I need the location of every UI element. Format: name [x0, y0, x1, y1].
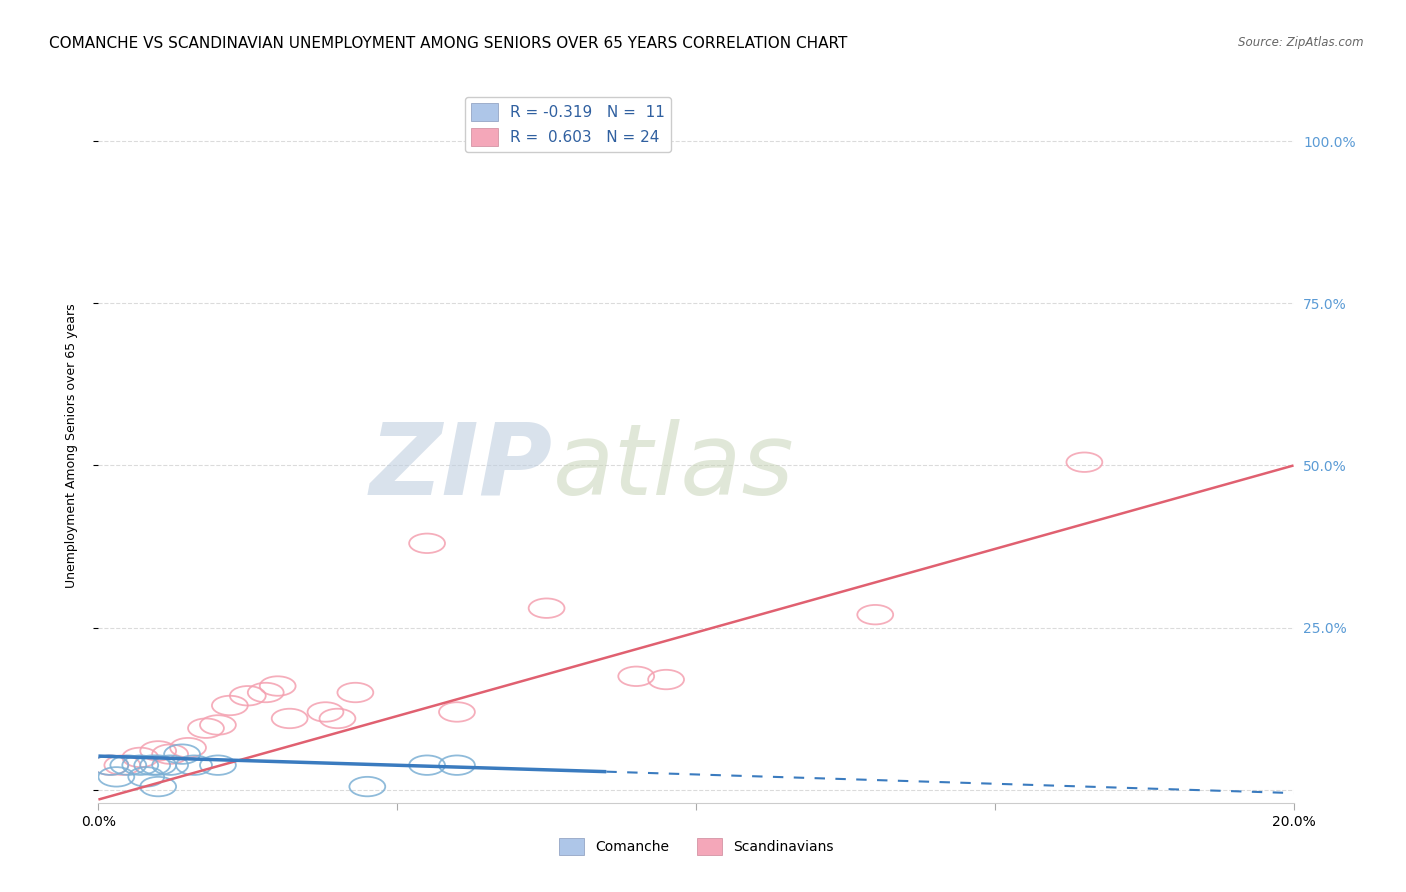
Text: ZIP: ZIP [370, 419, 553, 516]
Legend: Comanche, Scandinavians: Comanche, Scandinavians [553, 833, 839, 860]
Y-axis label: Unemployment Among Seniors over 65 years: Unemployment Among Seniors over 65 years [65, 303, 77, 589]
Text: Source: ZipAtlas.com: Source: ZipAtlas.com [1239, 36, 1364, 49]
Text: COMANCHE VS SCANDINAVIAN UNEMPLOYMENT AMONG SENIORS OVER 65 YEARS CORRELATION CH: COMANCHE VS SCANDINAVIAN UNEMPLOYMENT AM… [49, 36, 848, 51]
Text: atlas: atlas [553, 419, 794, 516]
